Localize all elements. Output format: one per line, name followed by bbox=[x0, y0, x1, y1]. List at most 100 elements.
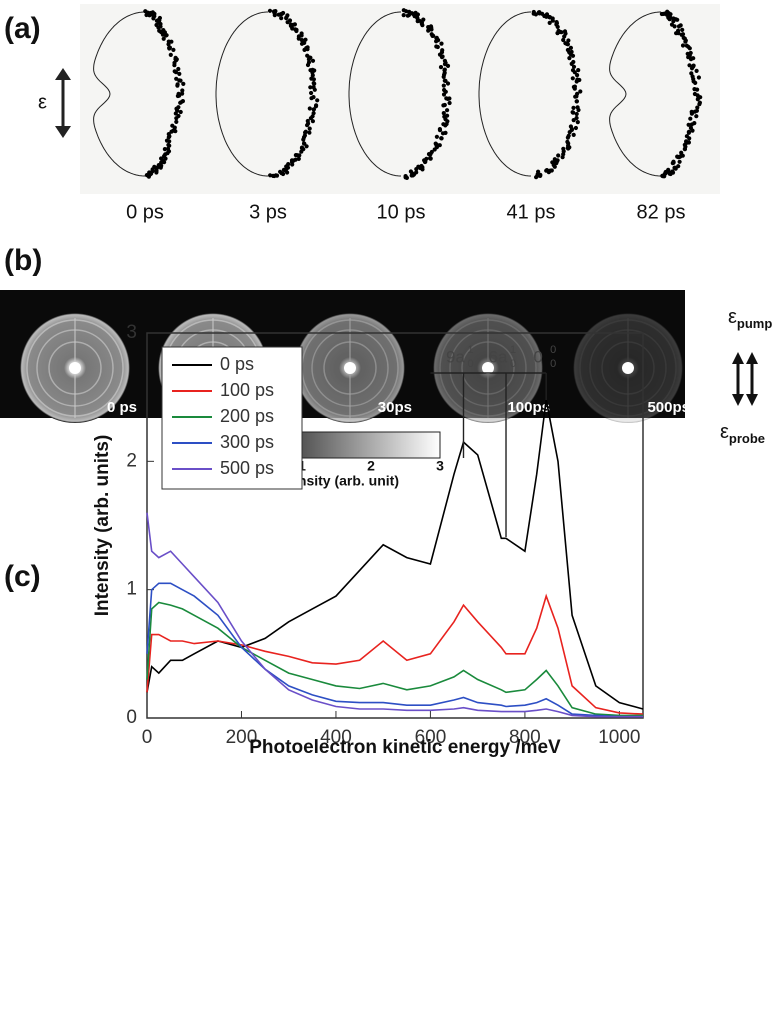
annotation-sub: 0 bbox=[550, 358, 556, 370]
angular-dot bbox=[556, 153, 561, 158]
angular-dot bbox=[576, 107, 581, 113]
panel-label: (c) bbox=[4, 560, 41, 593]
delay-label: 30ps bbox=[378, 399, 412, 416]
angular-dot bbox=[167, 46, 172, 51]
angular-dot bbox=[444, 121, 449, 127]
colorbar-label: Intensity (arb. unit) bbox=[273, 473, 399, 489]
angular-dot bbox=[159, 156, 164, 161]
angular-dot bbox=[165, 151, 170, 156]
angular-dot bbox=[178, 109, 183, 115]
angular-dot bbox=[178, 100, 183, 105]
angular-dot bbox=[443, 78, 448, 83]
angular-dot bbox=[151, 16, 156, 21]
x-tick-label: 800 bbox=[509, 727, 541, 748]
legend-label: 500 ps bbox=[220, 458, 274, 478]
angular-dot bbox=[675, 17, 680, 22]
angular-dot bbox=[670, 161, 675, 166]
angular-dot bbox=[574, 79, 579, 84]
angular-dot bbox=[660, 173, 665, 178]
delay-label: 500ps bbox=[647, 399, 690, 416]
angular-dot bbox=[310, 58, 316, 63]
angular-dot bbox=[409, 173, 414, 178]
x-tick-label: 600 bbox=[415, 727, 447, 748]
angular-dot bbox=[150, 12, 155, 17]
image-ring bbox=[323, 341, 377, 395]
angular-dot bbox=[672, 24, 677, 29]
angular-dot bbox=[552, 164, 557, 169]
annotation-sub: 0 bbox=[467, 358, 473, 370]
angular-dot bbox=[565, 145, 570, 151]
x-tick-label: 200 bbox=[226, 727, 258, 748]
angular-dot bbox=[440, 131, 446, 136]
angular-dot bbox=[434, 39, 439, 44]
angular-dot bbox=[423, 159, 428, 164]
angular-dot bbox=[290, 162, 295, 167]
angular-dot bbox=[570, 76, 575, 81]
angular-dot bbox=[311, 77, 316, 82]
delay-label: 10 ps bbox=[377, 201, 426, 223]
angular-dot bbox=[578, 89, 583, 94]
angular-dot bbox=[429, 25, 434, 30]
angular-dot bbox=[426, 28, 431, 33]
angular-dot bbox=[682, 147, 688, 152]
delay-label: 0 ps bbox=[107, 399, 137, 416]
angular-dot bbox=[679, 32, 684, 37]
legend-label: 300 ps bbox=[220, 432, 274, 452]
angular-dot bbox=[434, 134, 439, 139]
angular-dot bbox=[430, 33, 435, 39]
angular-dot bbox=[414, 167, 419, 172]
y-tick-label: 2 bbox=[126, 450, 137, 471]
angular-dot bbox=[671, 19, 676, 24]
angular-dot bbox=[305, 62, 311, 68]
angular-dot bbox=[310, 73, 315, 78]
angular-dot bbox=[573, 94, 578, 99]
angular-dot bbox=[167, 139, 172, 144]
angular-dot bbox=[177, 71, 182, 76]
image-ring bbox=[601, 341, 655, 395]
y-tick-label: 3 bbox=[126, 322, 137, 343]
angular-dot bbox=[284, 16, 289, 21]
y-axis-title: Intensity (arb. units) bbox=[92, 435, 113, 617]
angular-dot bbox=[547, 20, 552, 25]
angular-dot bbox=[572, 86, 577, 91]
angular-dot bbox=[173, 111, 178, 116]
angular-dot bbox=[173, 57, 178, 62]
angular-dot bbox=[677, 154, 682, 159]
angular-dot bbox=[667, 171, 672, 176]
x-tick-label: 400 bbox=[320, 727, 352, 748]
series-line bbox=[146, 399, 644, 710]
angular-dot bbox=[420, 23, 425, 28]
angular-dot bbox=[309, 96, 314, 101]
angular-dot bbox=[440, 54, 445, 59]
angular-dot bbox=[307, 55, 312, 60]
angular-dot bbox=[154, 170, 159, 175]
image-center bbox=[69, 362, 81, 374]
angular-dot bbox=[166, 142, 171, 148]
angular-dot bbox=[696, 75, 702, 80]
angular-dot bbox=[426, 152, 432, 157]
angular-dot bbox=[279, 16, 284, 21]
angular-dot bbox=[295, 153, 300, 158]
angular-dot bbox=[566, 133, 571, 138]
delay-label: 3 ps bbox=[249, 201, 287, 223]
angular-dot bbox=[307, 106, 312, 111]
delay-label: 0 ps bbox=[126, 201, 164, 223]
angular-dot bbox=[688, 57, 694, 62]
angular-dot bbox=[566, 38, 571, 43]
angular-dot bbox=[180, 88, 185, 93]
angular-dot bbox=[172, 63, 177, 68]
angular-dot bbox=[163, 33, 168, 38]
angular-dot bbox=[294, 27, 299, 32]
y-tick-label: 0 bbox=[126, 707, 137, 728]
angular-outline bbox=[478, 11, 531, 177]
angular-dot bbox=[299, 149, 304, 154]
angular-dot bbox=[428, 156, 433, 161]
angular-dot bbox=[692, 109, 698, 114]
angular-dot bbox=[439, 136, 444, 141]
angular-dot bbox=[680, 43, 686, 48]
angular-dot bbox=[418, 165, 423, 171]
angular-dot bbox=[677, 159, 682, 164]
angular-dot bbox=[168, 52, 173, 58]
